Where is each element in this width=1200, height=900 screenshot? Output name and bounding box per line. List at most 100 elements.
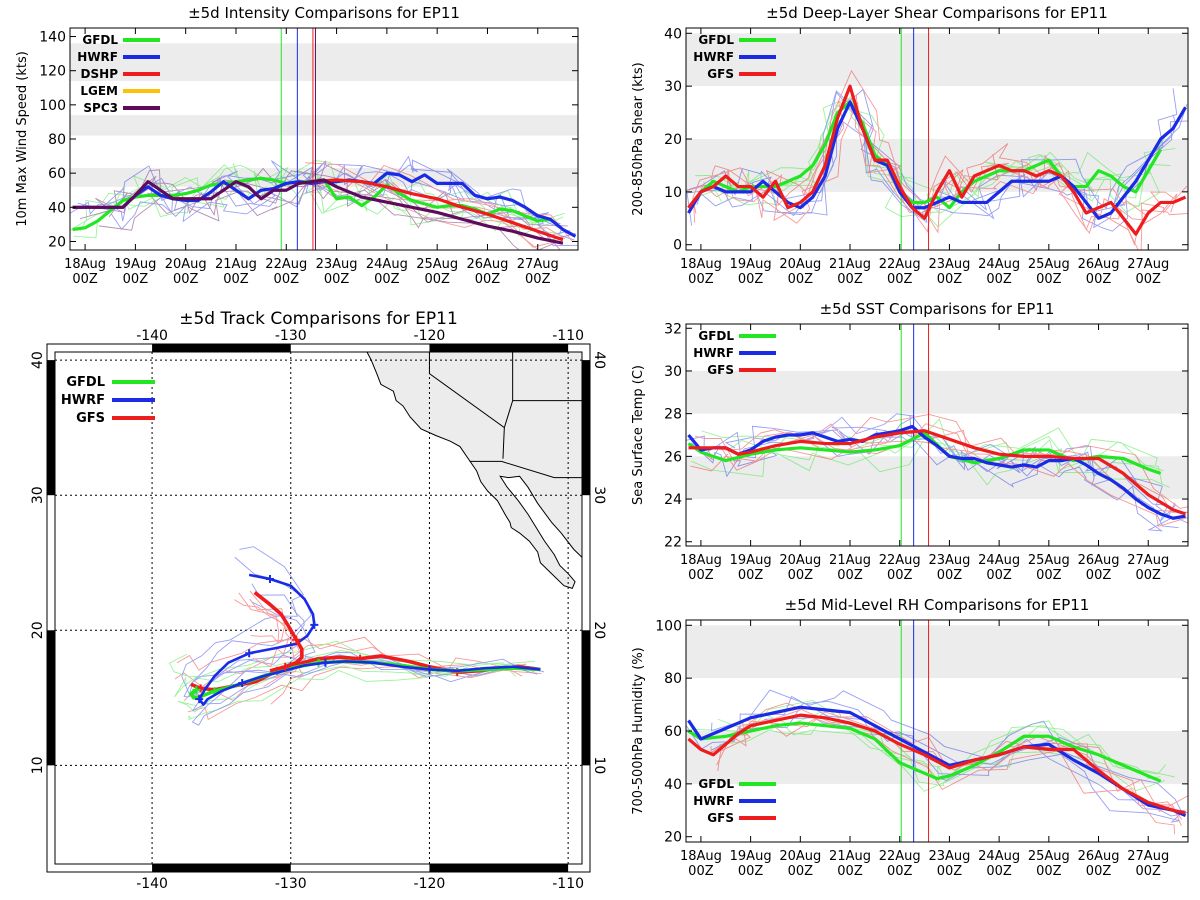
sst-xtick-label: 00Z xyxy=(1086,568,1112,583)
rh-ensemble-line xyxy=(719,722,1165,792)
shear-xtick-label: 00Z xyxy=(887,272,913,287)
track-ensemble-line xyxy=(169,640,517,678)
track-ensemble-line xyxy=(183,556,538,698)
shear-ytick-label: 0 xyxy=(673,238,682,254)
track-marker xyxy=(281,662,290,671)
intensity-xtick-label: 00Z xyxy=(525,272,551,287)
shear-xtick-label: 00Z xyxy=(837,272,863,287)
intensity-xtick-label: 26Aug xyxy=(466,257,508,272)
rh-xtick-label: 00Z xyxy=(837,864,863,879)
lon-label-top: -110 xyxy=(552,328,584,344)
track-outer-frame xyxy=(46,343,591,873)
rh-xtick-label: 22Aug xyxy=(879,849,921,864)
track-ensemble-line xyxy=(176,636,523,677)
intensity-xtick-label: 22Aug xyxy=(265,257,307,272)
rh-xtick-label: 18Aug xyxy=(680,849,722,864)
rh-legend-label: HWRF xyxy=(693,794,734,808)
intensity-ensemble-line xyxy=(70,163,571,236)
track-map-area xyxy=(55,352,582,864)
intensity-xtick-label: 00Z xyxy=(475,272,501,287)
sst-ensemble-line xyxy=(686,416,1177,522)
intensity-ytick-label: 80 xyxy=(48,132,66,148)
sst-frame xyxy=(685,323,1189,547)
rh-xtick-label: 21Aug xyxy=(829,849,871,864)
shear-xtick-label: 25Aug xyxy=(1028,257,1070,272)
shear-legend-label: GFDL xyxy=(698,33,734,47)
map-border-right xyxy=(582,630,590,766)
rh-xtick-label: 00Z xyxy=(1036,864,1062,879)
track-ensemble-line xyxy=(249,598,303,687)
track-ensemble-line xyxy=(233,599,286,644)
rh-xtick-label: 00Z xyxy=(788,864,814,879)
intensity-xtick-label: 25Aug xyxy=(416,257,458,272)
lat-label-right: 20 xyxy=(591,621,607,639)
rh-plot-area xyxy=(686,620,1188,842)
shear-xtick-label: 00Z xyxy=(986,272,1012,287)
shear-ensemble-line xyxy=(696,104,1188,232)
intensity-ensemble-line xyxy=(79,175,561,250)
shear-xtick-label: 20Aug xyxy=(779,257,821,272)
rh-xtick-label: 00Z xyxy=(738,864,764,879)
shear-ensemble-line xyxy=(726,99,1178,246)
sst-xtick-label: 00Z xyxy=(937,568,963,583)
intensity-ytick-label: 40 xyxy=(48,200,66,216)
sst-ylabel: Sea Surface Temp (C) xyxy=(631,365,646,505)
sst-xtick-label: 00Z xyxy=(986,568,1012,583)
lat-label-left: 30 xyxy=(30,486,46,504)
lon-label-top: -140 xyxy=(136,328,168,344)
rh-series-gfdl xyxy=(687,721,1162,783)
intensity-xtick-label: 00Z xyxy=(173,272,199,287)
intensity-plot-area xyxy=(70,28,578,250)
shear-ensemble-line xyxy=(686,91,1188,226)
intensity-band xyxy=(70,115,578,136)
intensity-ytick-label: 20 xyxy=(48,234,66,250)
intensity-xtick-label: 18Aug xyxy=(64,257,106,272)
track-marker xyxy=(196,684,205,693)
intensity-xtick-label: 19Aug xyxy=(114,257,156,272)
track-marker xyxy=(192,685,201,694)
rh-legend-label: GFDL xyxy=(698,777,734,791)
track-ensemble-line xyxy=(249,590,304,705)
shear-xtick-label: 23Aug xyxy=(928,257,970,272)
sst-series-gfs xyxy=(688,429,1187,516)
sst-legend-label: GFS xyxy=(707,363,734,377)
rh-xtick-label: 00Z xyxy=(937,864,963,879)
shear-xtick-label: 00Z xyxy=(1036,272,1062,287)
rh-ytick-label: 20 xyxy=(664,830,682,846)
sst-xtick-label: 00Z xyxy=(1036,568,1062,583)
shear-xtick-label: 22Aug xyxy=(879,257,921,272)
intensity-xtick-label: 00Z xyxy=(123,272,149,287)
sst-xtick-label: 18Aug xyxy=(680,553,722,568)
sst-xtick-label: 00Z xyxy=(887,568,913,583)
shear-xtick-label: 00Z xyxy=(1086,272,1112,287)
rh-xtick-label: 24Aug xyxy=(978,849,1020,864)
lon-label-bottom: -110 xyxy=(552,876,584,892)
shear-xtick-label: 18Aug xyxy=(680,257,722,272)
lat-label-left: 40 xyxy=(30,351,46,369)
intensity-xtick-label: 27Aug xyxy=(517,257,559,272)
intensity-ytick-label: 60 xyxy=(48,166,66,182)
sst-legend-label: HWRF xyxy=(693,346,734,360)
intensity-xtick-label: 00Z xyxy=(424,272,450,287)
rh-xtick-label: 00Z xyxy=(688,864,714,879)
rh-ensemble-line xyxy=(686,711,1175,787)
lon-label-top: -130 xyxy=(275,328,307,344)
rh-ytick-label: 40 xyxy=(664,777,682,793)
rh-xtick-label: 23Aug xyxy=(928,849,970,864)
sst-ytick-label: 28 xyxy=(664,407,682,423)
sst-band xyxy=(686,370,1188,414)
track-legend-label: GFS xyxy=(76,411,105,426)
intensity-legend-label: LGEM xyxy=(80,84,118,98)
sst-ytick-label: 26 xyxy=(664,449,682,465)
rh-xtick-label: 00Z xyxy=(1136,864,1162,879)
rh-ensemble xyxy=(686,689,1188,835)
track-frame xyxy=(54,351,583,865)
rh-chart: 2040608010018Aug00Z19Aug00Z20Aug00Z21Aug… xyxy=(631,596,1189,879)
track-ensemble xyxy=(169,546,545,726)
intensity-chart: 2040608010012014018Aug00Z19Aug00Z20Aug00… xyxy=(15,4,579,287)
shear-ensemble-line xyxy=(695,104,1176,195)
intensity-xtick-label: 00Z xyxy=(374,272,400,287)
track-ensemble-line xyxy=(181,546,525,697)
track-ensemble-line xyxy=(177,665,540,713)
intensity-ensemble-line xyxy=(392,181,559,248)
